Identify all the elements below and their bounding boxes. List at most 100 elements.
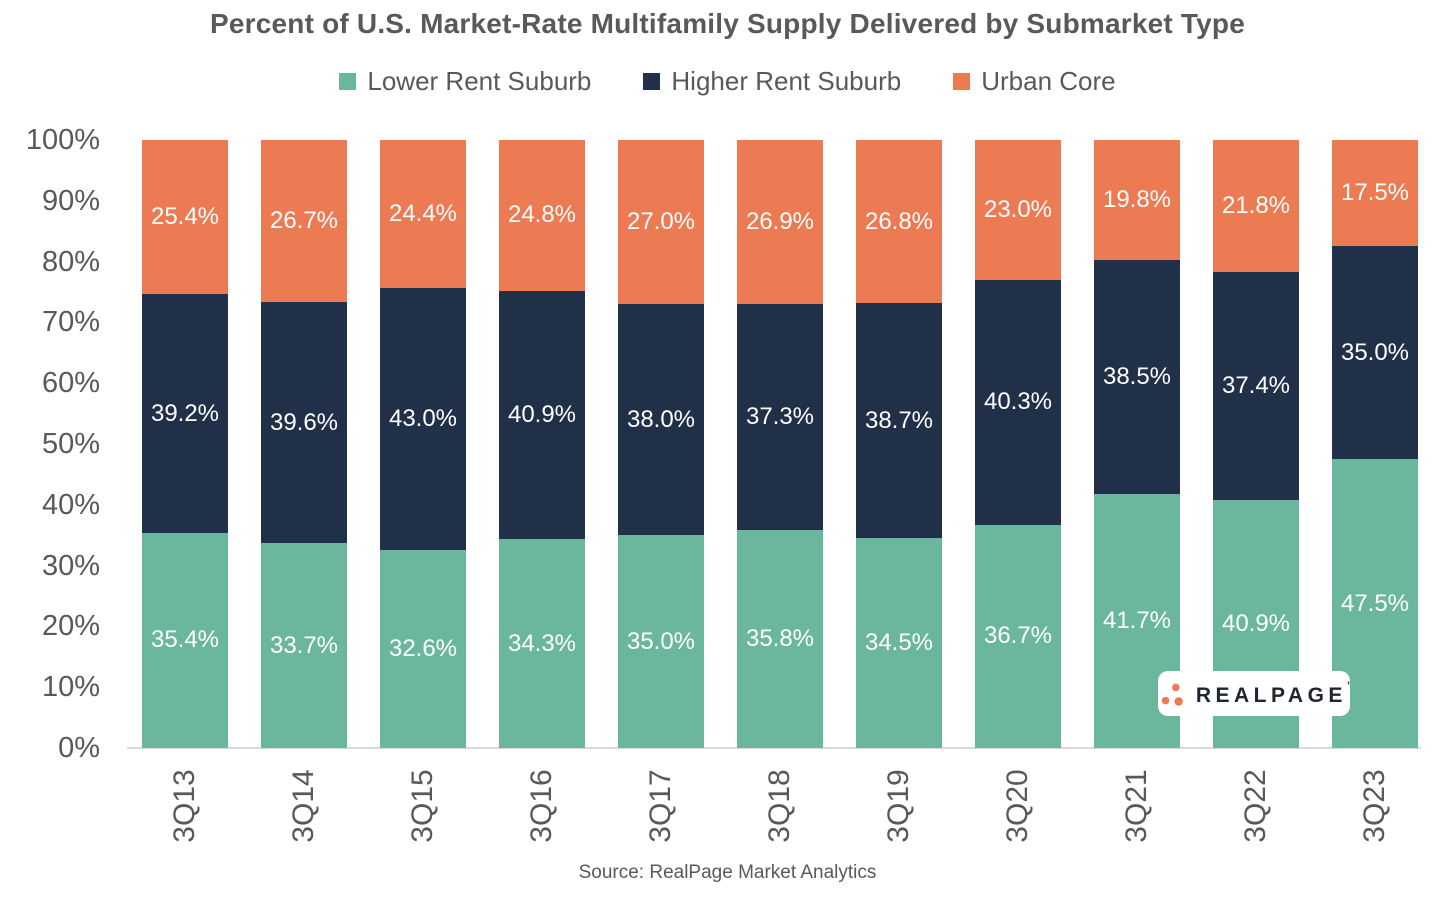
legend-swatch-urban-core-icon [953,73,971,90]
value-label-lower-rent-suburb-3Q16: 34.3% [507,629,577,657]
value-label-lower-rent-suburb-3Q21: 41.7% [1102,607,1172,635]
bar-3Q14: 33.7% 39.6% 26.7% [261,140,347,748]
value-label-higher-rent-suburb-3Q18: 37.3% [745,402,815,430]
segment-lower-rent-suburb-3Q14: 33.7% [261,543,347,748]
segment-higher-rent-suburb-3Q20: 40.3% [975,279,1061,525]
y-axis-tick-label-60: 60% [41,367,100,400]
bar-3Q17: 35.0% 38.0% 27.0% [618,140,704,748]
y-axis-tick-label-0: 0% [58,732,100,764]
segment-higher-rent-suburb-3Q13: 39.2% [142,294,228,533]
x-axis-label-3Q13: 3Q13 [168,769,201,843]
x-axis-label-3Q14: 3Q14 [287,769,320,843]
y-axis-tick-label-40: 40% [41,488,100,521]
realpage-logo-trademark: ’ [1346,679,1350,692]
legend-label: Lower Rent Suburb [367,66,592,96]
segment-higher-rent-suburb-3Q21: 38.5% [1094,260,1180,495]
segment-urban-core-3Q22: 21.8% [1213,140,1299,273]
legend-swatch-lower-rent-suburb-icon [339,73,357,90]
value-label-lower-rent-suburb-3Q17: 35.0% [626,627,696,655]
value-label-urban-core-3Q15: 24.4% [388,200,458,228]
x-axis-line [127,747,1421,749]
bar-3Q20: 36.7% 40.3% 23.0% [975,140,1061,748]
value-label-higher-rent-suburb-3Q19: 38.7% [864,406,934,434]
segment-urban-core-3Q14: 26.7% [261,140,347,303]
y-axis-tick-label-90: 90% [41,184,100,217]
y-axis-tick-label-10: 10% [41,671,100,704]
bar-3Q16: 34.3% 40.9% 24.8% [499,140,585,748]
x-axis-label-3Q17: 3Q17 [644,769,677,843]
value-label-urban-core-3Q20: 23.0% [983,195,1053,223]
segment-urban-core-3Q16: 24.8% [499,140,585,291]
bar-3Q21: 41.7% 38.5% 19.8% [1094,140,1180,748]
y-axis-tick-label-50: 50% [41,428,100,460]
bar-3Q22: 40.9% 37.4% 21.8% [1213,140,1299,748]
segment-urban-core-3Q20: 23.0% [975,140,1061,280]
x-axis-label-3Q16: 3Q16 [525,769,558,843]
bar-3Q18: 35.8% 37.3% 26.9% [737,140,823,748]
realpage-logo-dots-icon [1161,683,1183,706]
value-label-lower-rent-suburb-3Q14: 33.7% [269,631,339,659]
value-label-urban-core-3Q23: 17.5% [1340,179,1410,207]
y-axis-tick-label-80: 80% [41,245,100,278]
value-label-higher-rent-suburb-3Q20: 40.3% [983,388,1053,416]
segment-urban-core-3Q17: 27.0% [618,140,704,305]
value-label-lower-rent-suburb-3Q15: 32.6% [388,634,458,662]
segment-lower-rent-suburb-3Q19: 34.5% [856,538,942,748]
x-axis-label-3Q22: 3Q22 [1239,769,1272,843]
realpage-logo-text: REALPAGE’ [1195,679,1350,707]
realpage-logo: REALPAGE’ [1158,671,1350,716]
bar-3Q19: 34.5% 38.7% 26.8% [856,140,942,748]
value-label-higher-rent-suburb-3Q14: 39.6% [269,408,339,436]
x-axis-label-3Q18: 3Q18 [763,769,796,843]
x-axis-label-3Q23: 3Q23 [1358,769,1391,843]
segment-higher-rent-suburb-3Q18: 37.3% [737,303,823,531]
segment-urban-core-3Q18: 26.9% [737,140,823,304]
value-label-urban-core-3Q17: 27.0% [626,208,696,236]
segment-lower-rent-suburb-3Q20: 36.7% [975,524,1061,748]
bar-3Q15: 32.6% 43.0% 24.4% [380,140,466,748]
value-label-urban-core-3Q13: 25.4% [150,203,220,231]
segment-higher-rent-suburb-3Q14: 39.6% [261,302,347,544]
x-axis-label-3Q21: 3Q21 [1120,769,1153,843]
segment-higher-rent-suburb-3Q22: 37.4% [1213,272,1299,500]
segment-higher-rent-suburb-3Q19: 38.7% [856,302,942,539]
y-axis-tick-label-30: 30% [41,549,100,582]
source-caption: Source: RealPage Market Analytics [578,862,877,883]
segment-urban-core-3Q13: 25.4% [142,140,228,295]
value-label-urban-core-3Q14: 26.7% [269,207,339,235]
value-label-higher-rent-suburb-3Q13: 39.2% [150,399,220,427]
segment-higher-rent-suburb-3Q23: 35.0% [1332,246,1418,460]
value-label-lower-rent-suburb-3Q22: 40.9% [1221,609,1291,637]
x-axis-label-3Q15: 3Q15 [406,769,439,843]
segment-lower-rent-suburb-3Q16: 34.3% [499,539,585,748]
segment-higher-rent-suburb-3Q17: 38.0% [618,304,704,536]
y-axis-tick-label-100: 100% [25,124,100,156]
value-label-urban-core-3Q16: 24.8% [507,201,577,229]
x-axis-label-3Q20: 3Q20 [1001,769,1034,843]
legend-item-urban-core: Urban Core [953,66,1116,97]
bar-3Q23: 47.5% 35.0% 17.5% [1332,140,1418,748]
value-label-higher-rent-suburb-3Q22: 37.4% [1221,372,1291,399]
legend-swatch-higher-rent-suburb-icon [643,73,661,90]
segment-urban-core-3Q15: 24.4% [380,140,466,289]
value-label-lower-rent-suburb-3Q18: 35.8% [745,625,815,653]
value-label-urban-core-3Q22: 21.8% [1221,192,1291,220]
value-label-higher-rent-suburb-3Q21: 38.5% [1102,363,1172,391]
value-label-higher-rent-suburb-3Q17: 38.0% [626,405,696,433]
value-label-lower-rent-suburb-3Q20: 36.7% [983,622,1053,650]
value-label-lower-rent-suburb-3Q13: 35.4% [150,626,220,654]
legend-label: Urban Core [981,66,1116,96]
legend-label: Higher Rent Suburb [671,66,902,96]
segment-urban-core-3Q23: 17.5% [1332,140,1418,247]
value-label-urban-core-3Q19: 26.8% [864,207,934,235]
segment-lower-rent-suburb-3Q15: 32.6% [380,549,466,748]
value-label-urban-core-3Q21: 19.8% [1102,186,1172,214]
y-axis-tick-label-70: 70% [41,306,100,339]
segment-lower-rent-suburb-3Q13: 35.4% [142,532,228,748]
value-label-higher-rent-suburb-3Q15: 43.0% [388,405,458,433]
legend: Lower Rent Suburb Higher Rent Suburb Urb… [0,66,1455,97]
y-axis-tick-label-20: 20% [41,610,100,643]
value-label-higher-rent-suburb-3Q16: 40.9% [507,401,577,429]
segment-urban-core-3Q21: 19.8% [1094,140,1180,261]
